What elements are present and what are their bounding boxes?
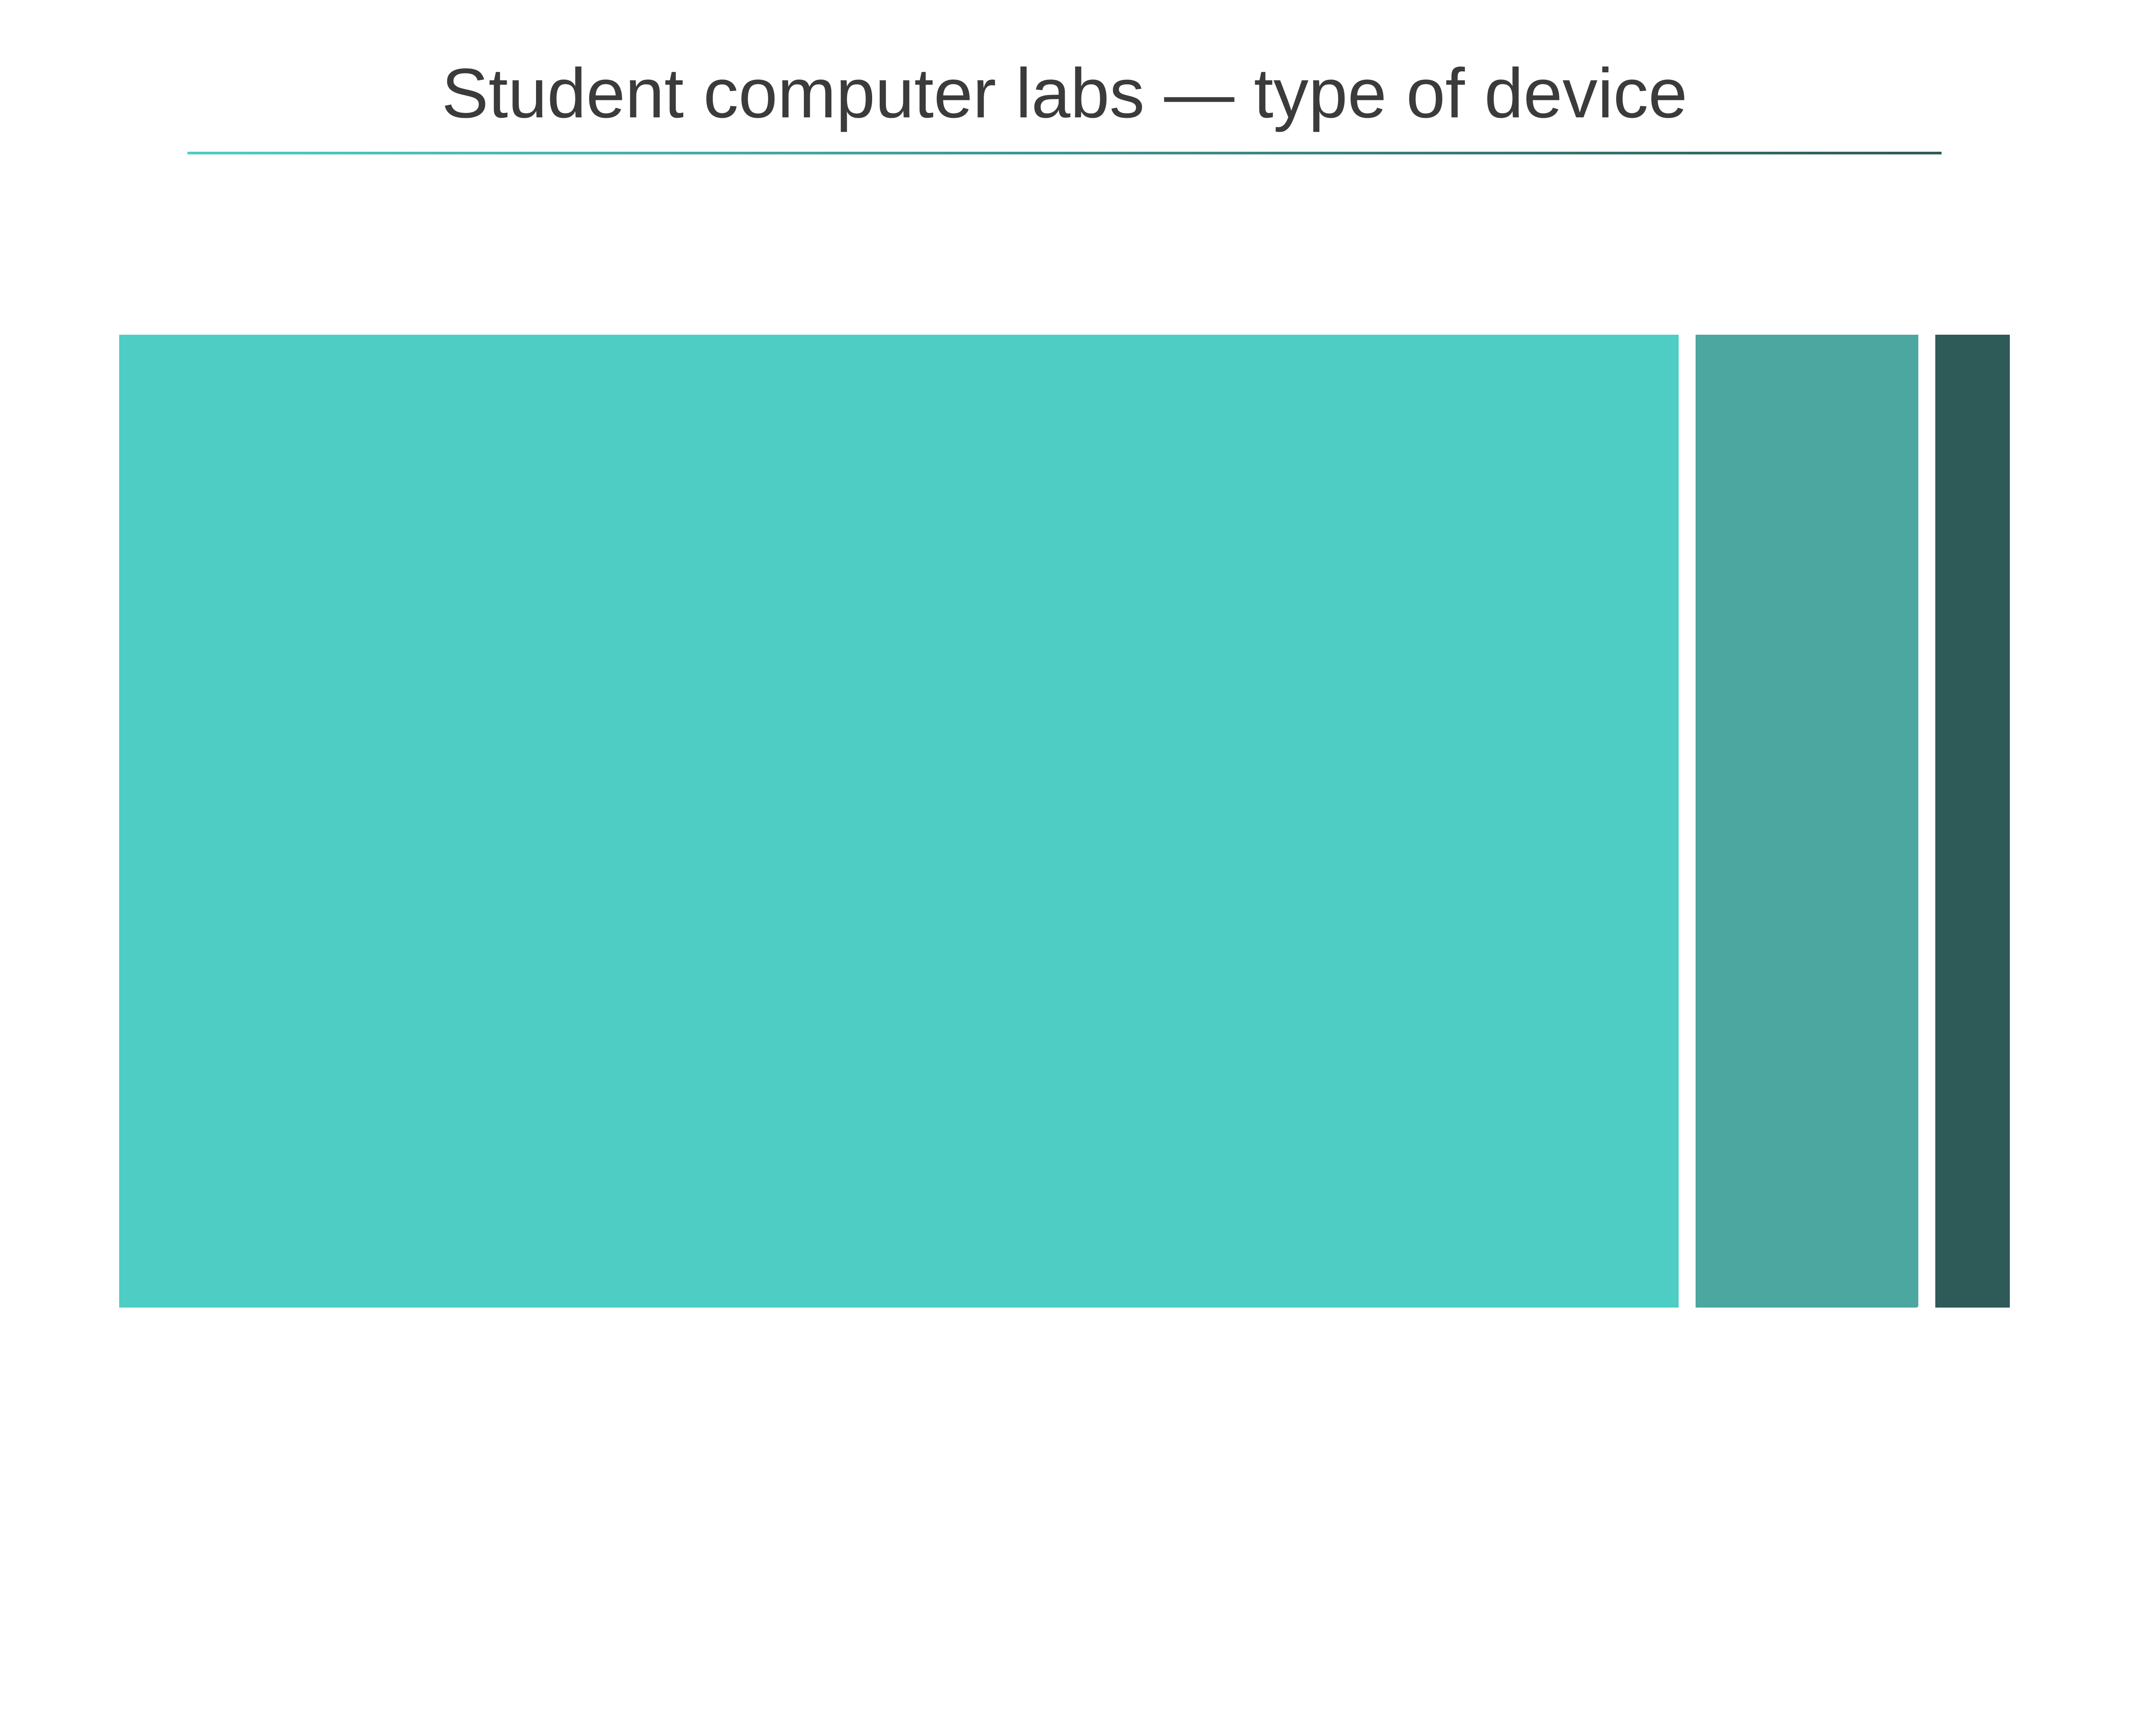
device-type-chart: 84% desktop12% thin client4% laptop bbox=[119, 335, 2010, 1308]
segment-label-thin-client: 12% thin client bbox=[1901, 1299, 1972, 1736]
title-block: Student computer labs — type of device bbox=[187, 53, 1942, 154]
segment-desktop: 84% desktop bbox=[119, 335, 1679, 1308]
segment-gap bbox=[1918, 335, 1935, 1308]
segment-gap bbox=[1679, 335, 1696, 1308]
slide: Student computer labs — type of device 8… bbox=[0, 0, 2129, 1520]
segment-laptop: 4% laptop bbox=[1935, 335, 2009, 1308]
chart-title: Student computer labs — type of device bbox=[187, 53, 1942, 134]
segment-label-desktop: 84% desktop bbox=[1661, 1299, 1732, 1680]
segment-thin-client: 12% thin client bbox=[1696, 335, 1918, 1308]
segment-label-laptop: 4% laptop bbox=[1992, 1299, 2063, 1594]
title-rule bbox=[187, 152, 1942, 154]
